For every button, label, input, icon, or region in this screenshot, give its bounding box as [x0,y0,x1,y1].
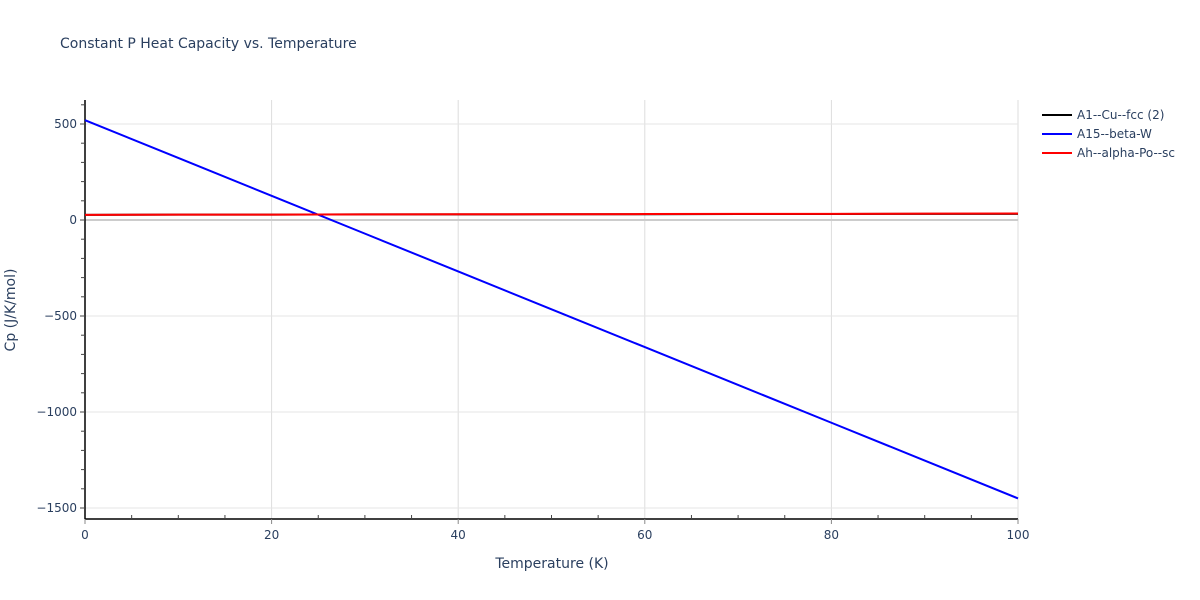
legend-item-a1-cu-fcc[interactable]: A1--Cu--fcc (2) [1042,105,1175,124]
legend-swatch-icon [1042,151,1072,154]
chart-title: Constant P Heat Capacity vs. Temperature [60,36,357,52]
legend-item-a15-beta-w[interactable]: A15--beta-W [1042,124,1175,143]
y-axis-title: Cp (J/K/mol) [3,269,19,352]
legend-label: A1--Cu--fcc (2) [1077,107,1165,122]
svg-text:40: 40 [451,528,466,542]
svg-text:60: 60 [637,528,652,542]
svg-text:−1500: −1500 [36,501,77,515]
svg-text:−1000: −1000 [36,405,77,419]
legend-swatch-icon [1042,113,1072,116]
svg-text:500: 500 [54,117,77,131]
gridlines [85,100,1019,519]
svg-text:80: 80 [824,528,839,542]
x-axis-title: Temperature (K) [494,556,608,572]
axes: 500 0 −500 −1000 −1500 0 20 40 60 80 100 [36,100,1029,542]
data-lines [84,119,1019,500]
legend-item-ah-alpha-po-sc[interactable]: Ah--alpha-Po--sc [1042,143,1175,162]
svg-text:−500: −500 [44,309,77,323]
legend-swatch-icon [1042,132,1072,135]
legend-label: A15--beta-W [1077,126,1152,141]
svg-text:20: 20 [264,528,279,542]
svg-text:100: 100 [1007,528,1030,542]
legend: A1--Cu--fcc (2) A15--beta-W Ah--alpha-Po… [1042,105,1175,162]
svg-text:0: 0 [81,528,89,542]
legend-label: Ah--alpha-Po--sc [1077,145,1175,160]
svg-text:0: 0 [69,213,77,227]
